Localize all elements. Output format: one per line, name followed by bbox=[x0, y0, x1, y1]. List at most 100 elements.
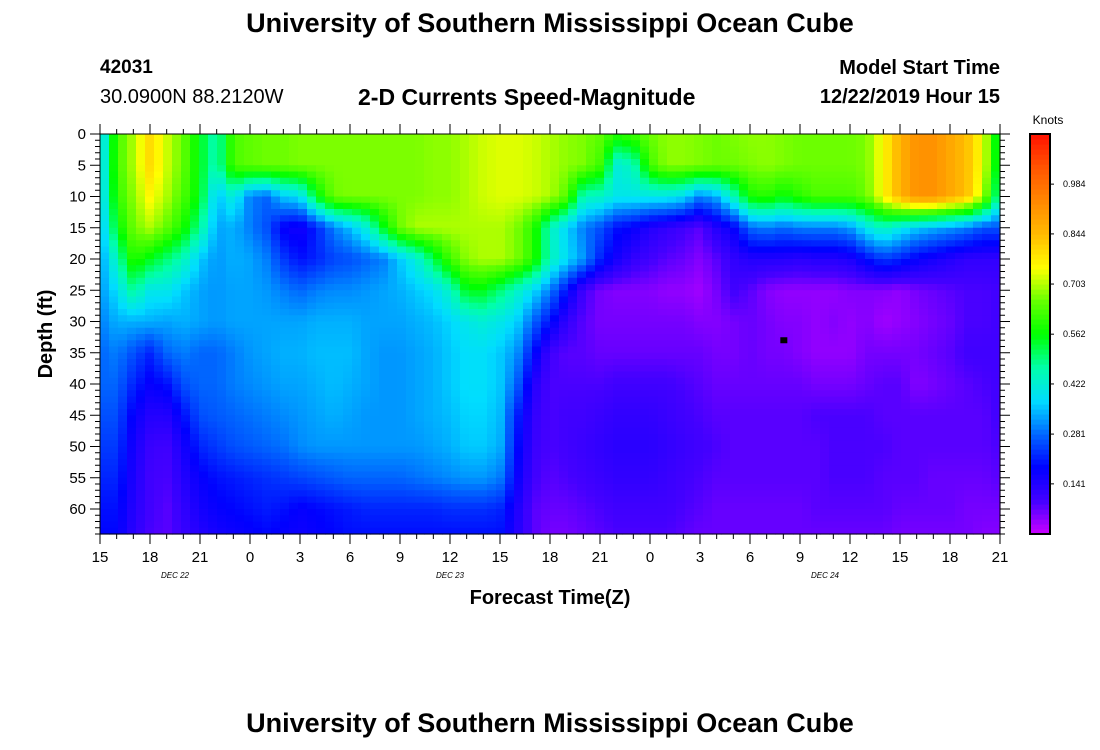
heatmap-cell bbox=[829, 371, 839, 379]
heatmap-cell bbox=[901, 240, 911, 248]
heatmap-cell bbox=[631, 421, 641, 429]
heatmap-cell bbox=[856, 415, 866, 423]
heatmap-cell bbox=[361, 265, 371, 273]
heatmap-cell bbox=[469, 290, 479, 298]
heatmap-cell bbox=[721, 384, 731, 391]
heatmap-cell bbox=[541, 427, 551, 435]
heatmap-cell bbox=[775, 390, 785, 398]
heatmap-cell bbox=[892, 352, 902, 360]
heatmap-cell bbox=[622, 371, 632, 379]
heatmap-cell bbox=[505, 327, 515, 335]
heatmap-cell bbox=[910, 221, 920, 229]
heatmap-cell bbox=[649, 171, 659, 179]
heatmap-cell bbox=[667, 390, 677, 398]
heatmap-cell bbox=[667, 177, 677, 185]
heatmap-cell bbox=[748, 234, 758, 241]
heatmap-cell bbox=[199, 152, 209, 160]
heatmap-cell bbox=[928, 240, 938, 248]
heatmap-cell bbox=[883, 215, 893, 223]
heatmap-cell bbox=[442, 246, 452, 254]
heatmap-cell bbox=[298, 227, 308, 235]
heatmap-cell bbox=[460, 384, 470, 391]
heatmap-cell bbox=[514, 209, 524, 216]
heatmap-cell bbox=[424, 359, 434, 366]
heatmap-cell bbox=[946, 290, 956, 298]
heatmap-cell bbox=[883, 427, 893, 435]
heatmap-cell bbox=[334, 296, 344, 304]
heatmap-cell bbox=[343, 352, 353, 360]
heatmap-cell bbox=[613, 302, 623, 310]
heatmap-cell bbox=[748, 302, 758, 310]
heatmap-cell bbox=[100, 240, 110, 248]
heatmap-cell bbox=[145, 396, 155, 404]
heatmap-cell bbox=[199, 215, 209, 223]
heatmap-cell bbox=[307, 227, 317, 235]
heatmap-cell bbox=[271, 177, 281, 185]
heatmap-cell bbox=[496, 246, 506, 254]
heatmap-cell bbox=[532, 184, 542, 191]
heatmap-cell bbox=[334, 390, 344, 398]
heatmap-cell bbox=[109, 252, 119, 260]
heatmap-cell bbox=[874, 259, 884, 266]
heatmap-cell bbox=[802, 271, 812, 279]
heatmap-cell bbox=[766, 327, 776, 335]
heatmap-cell bbox=[604, 290, 614, 298]
heatmap-cell bbox=[820, 215, 830, 223]
heatmap-cell bbox=[523, 165, 533, 173]
heatmap-cell bbox=[118, 184, 128, 191]
heatmap-cell bbox=[514, 215, 524, 223]
heatmap-cell bbox=[685, 202, 695, 210]
heatmap-cell bbox=[964, 302, 974, 310]
heatmap-cell bbox=[622, 396, 632, 404]
heatmap-cell bbox=[667, 396, 677, 404]
heatmap-cell bbox=[289, 246, 299, 254]
heatmap-cell bbox=[532, 196, 542, 204]
heatmap-cell bbox=[109, 240, 119, 248]
heatmap-cell bbox=[163, 327, 173, 335]
heatmap-cell bbox=[460, 277, 470, 285]
heatmap-cell bbox=[973, 159, 983, 166]
heatmap-cell bbox=[109, 165, 119, 173]
heatmap-cell bbox=[685, 365, 695, 373]
heatmap-cell bbox=[244, 234, 254, 241]
heatmap-cell bbox=[757, 427, 767, 435]
heatmap-cell bbox=[892, 359, 902, 366]
heatmap-cell bbox=[325, 346, 335, 354]
heatmap-cell bbox=[874, 159, 884, 166]
heatmap-cell bbox=[721, 190, 731, 198]
heatmap-cell bbox=[442, 334, 452, 341]
heatmap-cell bbox=[757, 340, 767, 348]
heatmap-cell bbox=[946, 209, 956, 216]
heatmap-cell bbox=[181, 215, 191, 223]
heatmap-cell bbox=[370, 409, 380, 416]
heatmap-cell bbox=[703, 227, 713, 235]
heatmap-cell bbox=[505, 227, 515, 235]
heatmap-cell bbox=[451, 227, 461, 235]
heatmap-cell bbox=[478, 334, 488, 341]
heatmap-cell bbox=[739, 190, 749, 198]
heatmap-cell bbox=[631, 415, 641, 423]
heatmap-cell bbox=[370, 140, 380, 148]
heatmap-cell bbox=[604, 371, 614, 379]
heatmap-cell bbox=[820, 359, 830, 366]
heatmap-cell bbox=[775, 234, 785, 241]
heatmap-cell bbox=[964, 390, 974, 398]
heatmap-cell bbox=[478, 277, 488, 285]
heatmap-cell bbox=[397, 177, 407, 185]
heatmap-cell bbox=[802, 359, 812, 366]
heatmap-cell bbox=[577, 327, 587, 335]
heatmap-cell bbox=[514, 152, 524, 160]
heatmap-cell bbox=[397, 415, 407, 423]
heatmap-cell bbox=[505, 196, 515, 204]
heatmap-cell bbox=[478, 177, 488, 185]
heatmap-cell bbox=[757, 252, 767, 260]
heatmap-cell bbox=[136, 209, 146, 216]
heatmap-cell bbox=[856, 409, 866, 416]
heatmap-cell bbox=[991, 284, 1001, 291]
heatmap-cell bbox=[811, 159, 821, 166]
heatmap-cell bbox=[802, 152, 812, 160]
heatmap-cell bbox=[676, 409, 686, 416]
heatmap-cell bbox=[154, 240, 164, 248]
heatmap-cell bbox=[730, 177, 740, 185]
heatmap-cell bbox=[154, 209, 164, 216]
